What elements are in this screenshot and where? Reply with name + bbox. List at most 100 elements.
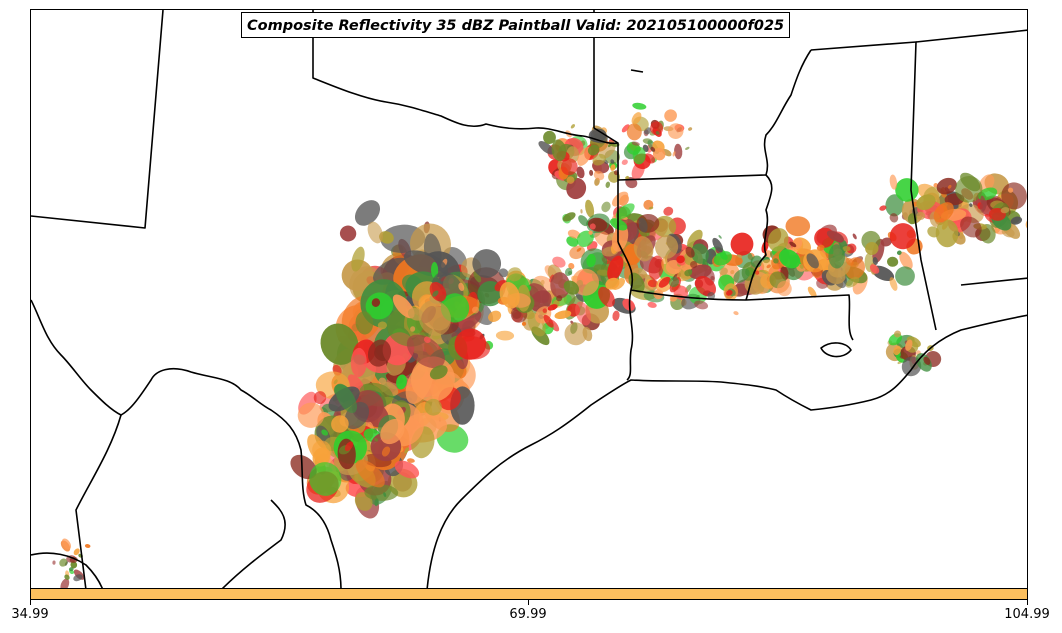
colorbar-tick-max: [1027, 600, 1028, 605]
colorbar: [30, 588, 1028, 600]
reflectivity-blob: [580, 209, 583, 214]
reflectivity-blob: [626, 123, 642, 141]
reflectivity-blob: [916, 194, 936, 211]
reflectivity-blob: [893, 345, 902, 356]
reflectivity-blob: [631, 112, 642, 125]
reflectivity-blob: [638, 217, 648, 233]
reflectivity-blob: [893, 330, 902, 338]
reflectivity-blob: [944, 187, 950, 194]
reflectivity-blob: [632, 146, 646, 165]
reflectivity-blob: [458, 282, 465, 291]
reflectivity-blob: [845, 257, 854, 266]
reflectivity-blob: [371, 298, 381, 307]
reflectivity-blob: [578, 215, 589, 227]
reflectivity-blob: [694, 275, 717, 297]
reflectivity-blob: [454, 328, 487, 360]
boundary-tx-la: [617, 241, 634, 381]
reflectivity-blob: [550, 272, 570, 299]
reflectivity-blob: [655, 131, 660, 135]
reflectivity-blob: [495, 330, 515, 341]
reflectivity-blob: [622, 298, 635, 311]
reflectivity-blob: [896, 250, 902, 255]
reflectivity-blob: [59, 558, 68, 567]
reflectivity-blob: [694, 300, 709, 310]
reflectivity-blob: [647, 279, 659, 288]
reflectivity-blob: [321, 429, 329, 436]
reflectivity-blob: [625, 176, 630, 180]
reflectivity-blob: [52, 560, 56, 565]
reflectivity-blob: [297, 402, 325, 428]
reflectivity-blob: [488, 310, 502, 322]
reflectivity-blob: [879, 205, 887, 211]
reflectivity-blob: [577, 146, 592, 166]
reflectivity-blob: [575, 301, 592, 326]
reflectivity-blob: [933, 202, 954, 223]
reflectivity-blob: [70, 561, 78, 569]
reflectivity-blob: [589, 169, 594, 176]
reflectivity-blob: [880, 237, 892, 247]
map-panel: [30, 9, 1028, 589]
reflectivity-blob: [374, 498, 379, 507]
reflectivity-blob: [778, 249, 801, 269]
reflectivity-blob: [567, 229, 581, 239]
reflectivity-blob: [889, 174, 898, 190]
boundary-us-mexico: [31, 299, 342, 588]
reflectivity-blob: [885, 194, 904, 217]
reflectivity-blob: [895, 266, 915, 286]
reflectivity-blob: [568, 262, 575, 270]
reflectivity-blob: [586, 253, 596, 268]
reflectivity-blob: [432, 290, 439, 297]
reflectivity-blob: [605, 181, 611, 188]
reflectivity-blob: [543, 130, 556, 144]
reflectivity-blob: [650, 121, 664, 136]
reflectivity-blob: [347, 374, 365, 394]
reflectivity-blob: [667, 123, 684, 139]
reflectivity-blob: [406, 334, 445, 369]
reflectivity-blob: [556, 295, 563, 302]
reflectivity-blob: [598, 286, 615, 308]
reflectivity-blob: [842, 246, 851, 252]
reflectivity-blob: [381, 446, 391, 457]
reflectivity-blob: [564, 322, 588, 346]
reflectivity-blob: [726, 290, 733, 296]
reflectivity-blob: [339, 225, 357, 242]
reflectivity-blob: [655, 235, 679, 259]
reflectivity-blob: [365, 292, 394, 320]
reflectivity-blob: [865, 241, 879, 256]
colorbar-tick-mid: [528, 600, 529, 605]
reflectivity-blob: [828, 244, 846, 269]
reflectivity-blob: [845, 276, 860, 288]
reflectivity-blob: [905, 339, 913, 351]
reflectivity-blob: [631, 141, 640, 146]
reflectivity-blob: [648, 255, 664, 280]
reflectivity-blob: [367, 221, 383, 244]
reflectivity-blob: [785, 216, 811, 237]
gulf-coastline: [426, 314, 1027, 588]
colorbar-label-max: 104.99: [1004, 607, 1050, 622]
reflectivity-blob: [899, 251, 913, 270]
reflectivity-blob: [521, 321, 527, 326]
boundary-al-ga: [915, 29, 1027, 43]
reflectivity-blob: [587, 144, 600, 156]
reflectivity-blob: [562, 212, 576, 222]
reflectivity-blob: [380, 418, 405, 445]
reflectivity-blob: [551, 139, 567, 162]
reflectivity-blob: [663, 206, 674, 216]
reflectivity-blob: [612, 310, 620, 321]
reflectivity-blob: [607, 255, 624, 281]
reflectivity-blob: [1025, 218, 1027, 230]
reflectivity-blob: [430, 262, 439, 279]
reflectivity-blob: [611, 225, 629, 252]
reflectivity-blob: [889, 223, 916, 250]
reflectivity-blob: [589, 223, 596, 230]
reflectivity-blob: [777, 281, 792, 297]
reflectivity-blob: [658, 276, 671, 288]
reflectivity-blob: [936, 177, 957, 195]
reflectivity-blob: [60, 578, 70, 588]
reflectivity-blob: [899, 355, 903, 359]
reflectivity-blob: [566, 236, 579, 247]
colorbar-label-min: 34.99: [11, 607, 49, 622]
reflectivity-blob: [552, 256, 566, 268]
reflectivity-blob: [588, 230, 593, 235]
reflectivity-blob: [355, 311, 374, 335]
